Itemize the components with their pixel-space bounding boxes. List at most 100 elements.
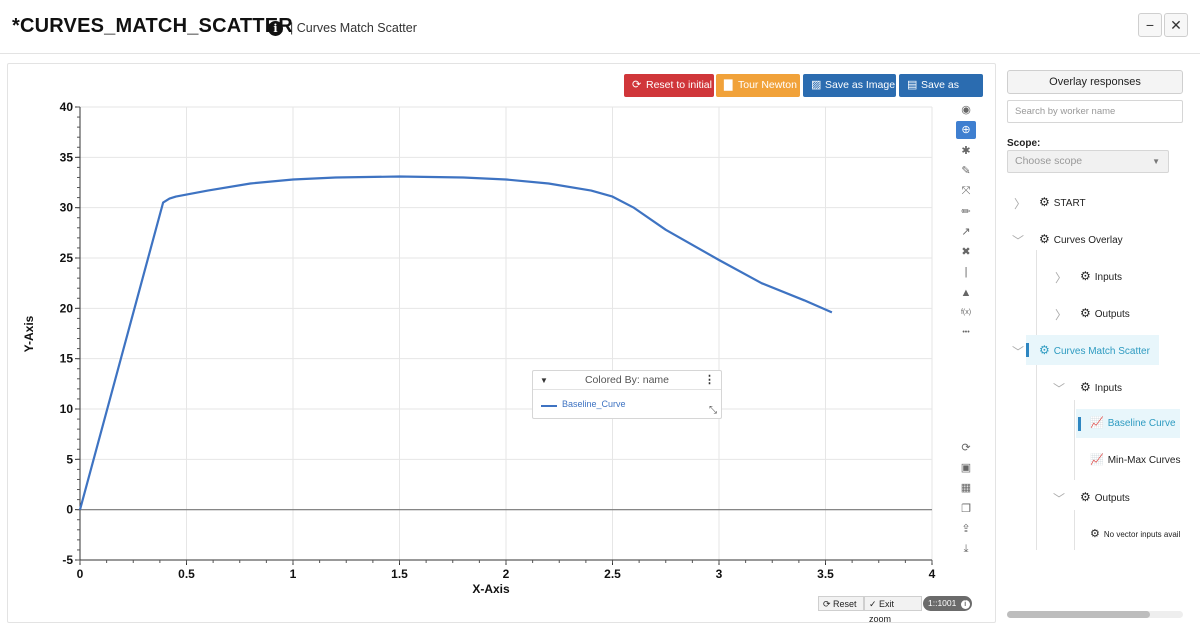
x-tick-label: 0.5 — [178, 567, 195, 581]
selected-highlight — [1076, 409, 1180, 438]
gear-icon: ⚙ — [1080, 490, 1091, 504]
y-tick-label: 20 — [60, 301, 74, 315]
tree-item-cms-outputs[interactable]: ⚙ Outputs — [1080, 488, 1130, 506]
chevron-right-icon[interactable]: 〉 — [1055, 308, 1068, 322]
selection-bar — [1026, 343, 1029, 357]
scope-label: Scope: — [1007, 138, 1041, 149]
image-icon: ▨ — [811, 79, 822, 91]
tree-item-label: No vector inputs avail — [1103, 530, 1181, 539]
zoom-icon[interactable]: ⊕ — [956, 121, 976, 140]
scope-select[interactable]: Choose scope ▼ — [1007, 150, 1169, 173]
gear-icon: ⚙ — [1039, 195, 1050, 209]
tree-item-label: Curves Overlay — [1053, 235, 1123, 246]
chart-legend[interactable]: ▼ Colored By: name ⋮ Baseline_Curve ⤡ — [532, 370, 722, 419]
tree-item-cms-inputs[interactable]: ⚙ Inputs — [1080, 378, 1122, 396]
save-icon[interactable]: ▣ — [960, 462, 972, 475]
ratio-label: 1::1001 — [928, 598, 957, 608]
y-tick-label: 40 — [60, 100, 74, 114]
x-tick-label: 2 — [503, 567, 510, 581]
overlay-responses-button[interactable]: Overlay responses — [1007, 70, 1183, 94]
tour-newton-label: Tour Newton — [738, 79, 797, 91]
chevron-down-icon[interactable]: ﹀ — [1012, 234, 1025, 248]
eye-icon[interactable]: ◉ — [961, 104, 971, 116]
chart-series[interactable] — [78, 175, 833, 510]
tree-guide — [1074, 400, 1075, 480]
file-icon: ▤ — [907, 79, 918, 91]
tree-item-label: Inputs — [1094, 383, 1123, 394]
legend-header: ▼ Colored By: name ⋮ — [533, 371, 721, 390]
settings-icon[interactable]: ✱ — [961, 144, 971, 157]
more-icon[interactable]: ••• — [962, 329, 970, 337]
x-tick-label: 4 — [929, 567, 936, 581]
exit-zoom-button[interactable]: ✓ Exit zoom — [864, 596, 922, 624]
function-icon[interactable]: f(x) — [960, 309, 972, 316]
refresh-icon[interactable]: ⟳ — [961, 442, 971, 454]
page-subtitle: | Curves Match Scatter — [290, 21, 417, 35]
tree-item-label: Outputs — [1094, 493, 1130, 504]
sidebar-scrollbar[interactable] — [1007, 611, 1183, 618]
y-tick-label: 15 — [60, 352, 74, 366]
brush-icon[interactable]: ✎ — [961, 164, 971, 177]
chevron-right-icon[interactable]: 〉 — [1055, 271, 1068, 285]
tree-item-co-inputs[interactable]: ⚙ Inputs — [1080, 267, 1122, 285]
reset-zoom-button[interactable]: ⟳ Reset — [818, 596, 864, 611]
arrow-icon[interactable]: ↗ — [961, 225, 971, 238]
x-tick-label: 3.5 — [817, 567, 834, 581]
tree-item-label: Min-Max Curves — [1107, 455, 1181, 466]
exit-zoom-label: Exit zoom — [869, 599, 895, 624]
refresh-small-icon: ⟳ — [823, 599, 834, 609]
worker-search-input[interactable] — [1007, 100, 1183, 123]
tree-item-label: Inputs — [1094, 272, 1123, 283]
gear-icon: ⚙ — [1080, 269, 1091, 283]
chevron-down-icon[interactable]: ﹀ — [1053, 382, 1066, 396]
resize-icon[interactable]: ⤡ — [709, 405, 717, 416]
tree-guide — [1036, 362, 1037, 550]
pencil-icon[interactable]: ✏ — [961, 205, 971, 218]
chevron-down-icon[interactable]: ﹀ — [1012, 345, 1025, 359]
separator-icon: | — [964, 266, 968, 279]
save-as-csv-button[interactable]: ▤ Save as CSV — [899, 74, 983, 114]
chart-grid — [79, 106, 933, 561]
tools-icon[interactable]: ✖ — [961, 246, 971, 259]
kebab-menu-icon[interactable]: ⋮ — [704, 374, 715, 386]
save-as-csv-label: Save as CSV — [921, 79, 959, 114]
tree-item-baseline-curve[interactable]: 📈 Baseline Curve — [1090, 414, 1176, 432]
chart-panel — [7, 63, 996, 623]
chevron-right-icon[interactable]: 〉 — [1014, 197, 1027, 211]
x-tick-label: 1 — [290, 567, 297, 581]
save-as-image-button[interactable]: ▨ Save as Image — [803, 74, 896, 97]
series-line-baseline-curve[interactable] — [78, 175, 833, 510]
tree-item-start[interactable]: ⚙ START — [1039, 193, 1086, 211]
check-icon: ✓ — [869, 599, 880, 609]
info-icon[interactable]: i — [268, 21, 283, 36]
chart-line-icon: 📈 — [1090, 417, 1104, 429]
upload-icon[interactable]: ⇪ — [961, 522, 971, 535]
tree-item-curves-overlay[interactable]: ⚙ Curves Overlay — [1039, 230, 1123, 248]
reset-to-initial-button[interactable]: ⟳ Reset to initial — [624, 74, 714, 97]
lock-icon[interactable]: ▲ — [960, 286, 972, 299]
keyboard-icon[interactable]: ▦ — [960, 482, 972, 495]
tour-newton-button[interactable]: ▇ Tour Newton — [716, 74, 800, 97]
minimize-button[interactable]: − — [1138, 13, 1162, 37]
tree-item-minmax-curves[interactable]: 📈 Min-Max Curves — [1090, 451, 1181, 469]
app-header: *CURVES_MATCH_SCATTER i | Curves Match S… — [0, 0, 1200, 54]
download-icon[interactable]: ⤓ — [963, 543, 969, 555]
y-tick-label: 35 — [60, 150, 74, 164]
info-small-icon: i — [960, 600, 970, 609]
gear-icon: ⚙ — [1080, 380, 1091, 394]
gear-icon: ⚙ — [1039, 343, 1050, 357]
scrollbar-thumb[interactable] — [1007, 611, 1150, 618]
copy-icon[interactable]: ❐ — [961, 502, 971, 515]
tree-item-curves-match-scatter[interactable]: ⚙ Curves Match Scatter — [1039, 341, 1150, 359]
reset-to-initial-label: Reset to initial — [646, 79, 712, 91]
selected-highlight — [1026, 335, 1159, 365]
gear-icon: ⚙ — [1080, 306, 1091, 320]
ratio-badge: 1::1001 i — [923, 596, 972, 611]
close-button[interactable]: ✕ — [1164, 13, 1188, 37]
chevron-down-icon[interactable]: ﹀ — [1053, 492, 1066, 506]
autoscale-icon[interactable]: ⤧ — [961, 185, 971, 198]
legend-item-baseline-curve[interactable]: Baseline_Curve — [562, 399, 626, 409]
tree-item-co-outputs[interactable]: ⚙ Outputs — [1080, 304, 1130, 322]
caret-down-icon[interactable]: ▼ — [540, 376, 548, 385]
